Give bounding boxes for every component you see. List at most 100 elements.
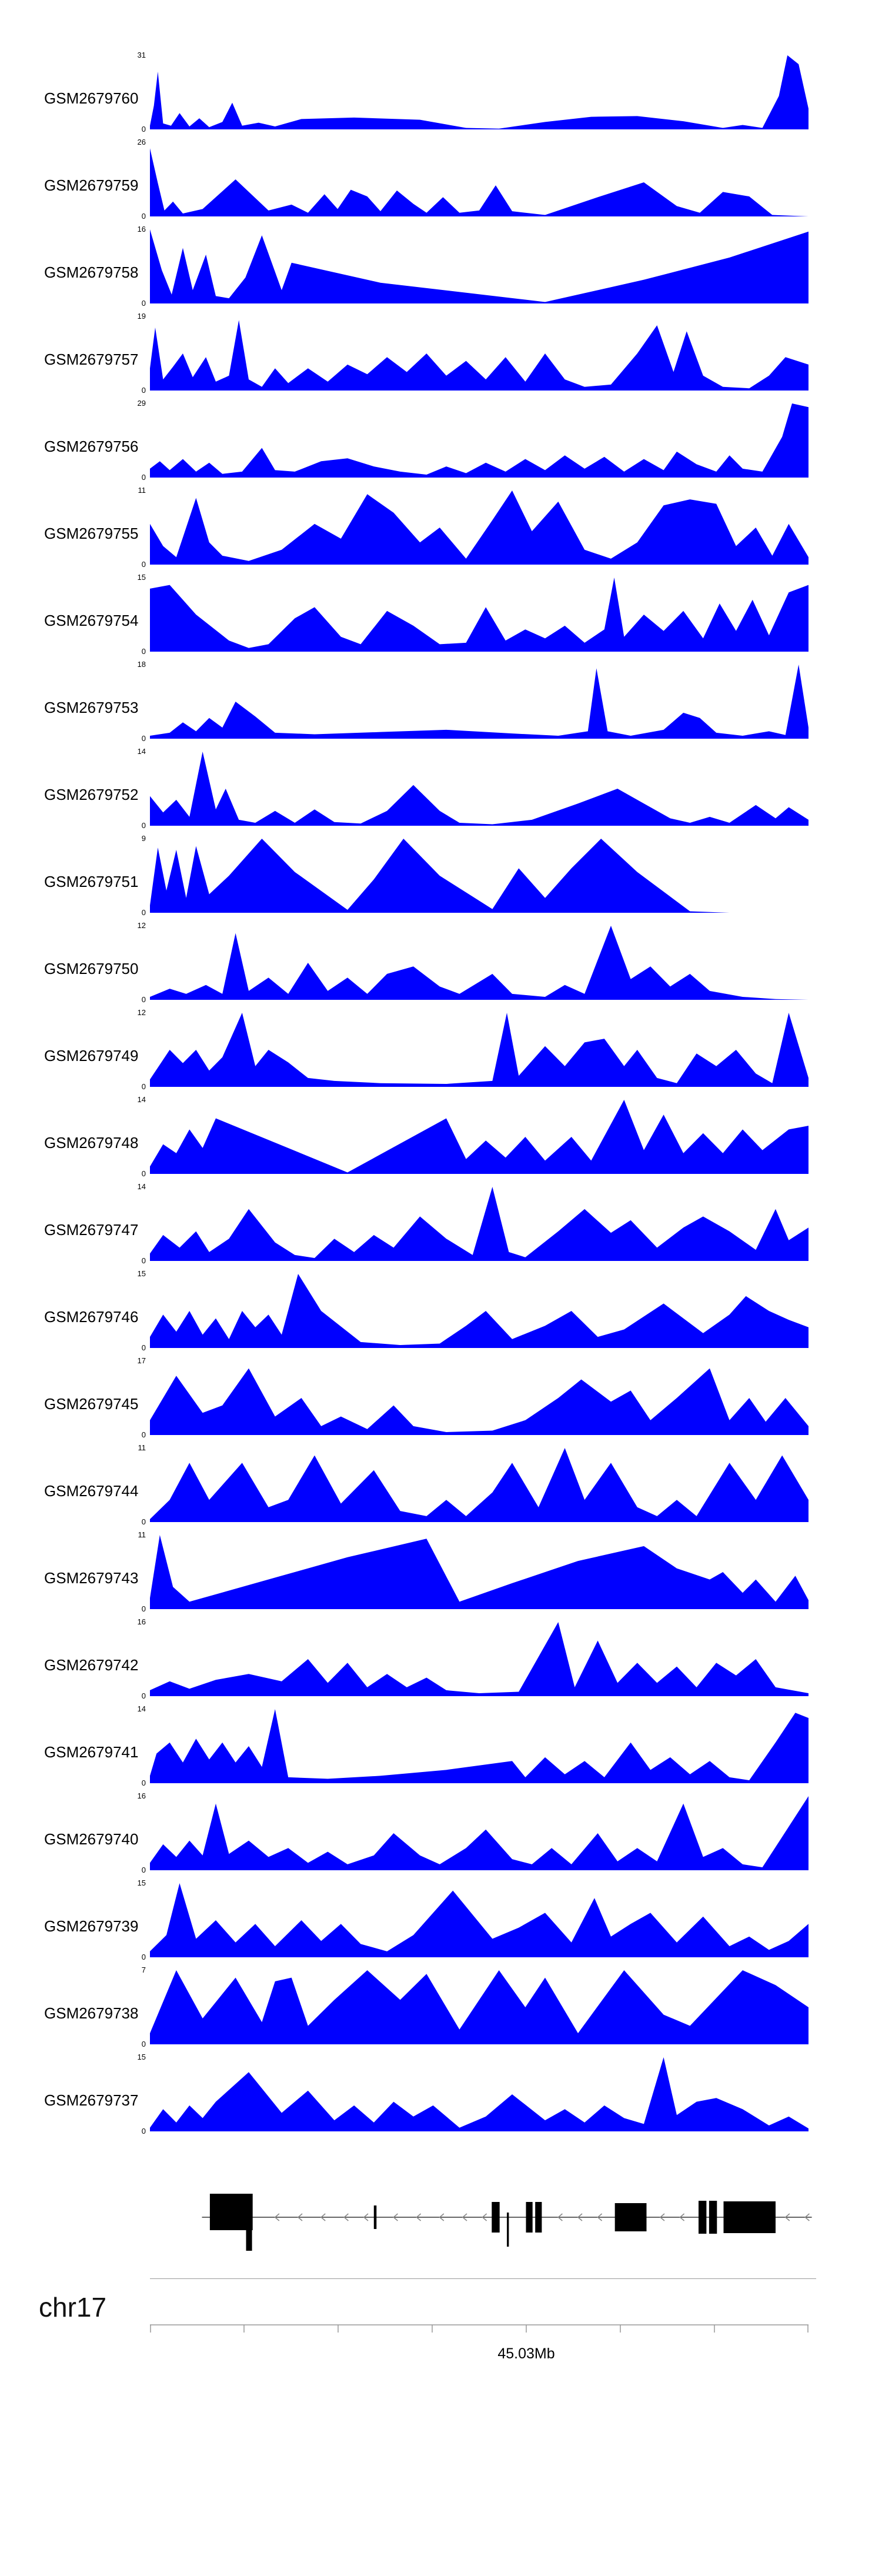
track-row: GSM2679739 15 0 (0, 1879, 882, 1961)
strand-arrow-left-icon (274, 2213, 280, 2221)
track-row: GSM2679753 18 0 (0, 660, 882, 743)
coverage-area-plot (150, 1883, 808, 1957)
gene-model-track (202, 2194, 812, 2251)
exon-block (526, 2202, 533, 2233)
coverage-area-plot (150, 1709, 808, 1783)
track-label: GSM2679753 (44, 699, 139, 716)
coverage-polygon (150, 1448, 808, 1522)
axis-position-label: 45.03Mb (497, 2345, 555, 2362)
coverage-polygon (150, 1622, 808, 1696)
track-row: GSM2679760 31 0 (0, 51, 882, 134)
coverage-area-plot (150, 490, 808, 565)
track-ymax-label: 14 (137, 1704, 146, 1713)
genome-coordinate-axis (150, 2324, 808, 2333)
track-ymin-label: 0 (141, 2127, 146, 2135)
track-ymax-label: 12 (137, 921, 146, 930)
track-ymin-label: 0 (141, 908, 146, 917)
coverage-polygon (150, 148, 808, 216)
coverage-area-plot (150, 1187, 808, 1261)
track-ymax-label: 26 (137, 138, 146, 146)
track-label: GSM2679751 (44, 873, 139, 890)
track-ymin-label: 0 (141, 473, 146, 482)
track-label: GSM2679754 (44, 612, 139, 629)
track-row: GSM2679754 15 0 (0, 573, 882, 656)
strand-arrow-left-icon (577, 2213, 583, 2221)
track-label: GSM2679743 (44, 1569, 139, 1587)
track-row: GSM2679759 26 0 (0, 138, 882, 221)
track-ymax-label: 7 (141, 1966, 146, 1974)
coverage-area-plot (150, 752, 808, 826)
track-label: GSM2679740 (44, 1830, 139, 1848)
track-ymin-label: 0 (141, 299, 146, 308)
coverage-area-plot (150, 926, 808, 1000)
coverage-polygon (150, 320, 808, 391)
track-ymax-label: 17 (137, 1356, 146, 1365)
coverage-polygon (150, 665, 808, 739)
strand-arrow-left-icon (557, 2213, 563, 2221)
coverage-area-plot (150, 1274, 808, 1348)
track-row: GSM2679749 12 0 (0, 1009, 882, 1091)
coverage-area-plot (150, 839, 808, 913)
track-label: GSM2679758 (44, 263, 139, 281)
track-ymax-label: 15 (137, 1269, 146, 1278)
track-row: GSM2679755 11 0 (0, 486, 882, 569)
track-ymin-label: 0 (141, 1082, 146, 1091)
coverage-area-plot (150, 1535, 808, 1609)
coverage-polygon (150, 1883, 808, 1957)
coverage-area-plot (150, 1013, 808, 1087)
track-ymax-label: 11 (138, 1443, 146, 1452)
coverage-area-plot (150, 578, 808, 652)
separator-line (150, 2278, 816, 2279)
exon-block (507, 2213, 509, 2247)
track-ymax-label: 14 (137, 1095, 146, 1104)
track-label: GSM2679744 (44, 1482, 139, 1500)
exon-block (614, 2203, 647, 2231)
coverage-polygon (150, 926, 808, 1000)
coverage-polygon (150, 752, 808, 826)
coverage-polygon (150, 1535, 808, 1609)
track-ymax-label: 15 (137, 2053, 146, 2061)
chromosome-label: chr17 (39, 2292, 107, 2323)
strand-arrow-left-icon (462, 2213, 467, 2221)
coverage-polygon (150, 1013, 808, 1087)
track-row: GSM2679744 11 0 (0, 1444, 882, 1526)
track-label: GSM2679746 (44, 1308, 139, 1326)
track-ymin-label: 0 (141, 1866, 146, 1874)
track-label: GSM2679752 (44, 786, 139, 803)
track-label: GSM2679756 (44, 438, 139, 455)
track-ymax-label: 18 (137, 660, 146, 669)
track-row: GSM2679742 16 0 (0, 1618, 882, 1700)
coverage-area-plot (150, 148, 808, 216)
track-label: GSM2679750 (44, 960, 139, 977)
track-ymax-label: 14 (137, 1182, 146, 1191)
track-row: GSM2679743 11 0 (0, 1531, 882, 1613)
track-row: GSM2679758 16 0 (0, 225, 882, 308)
strand-arrow-left-icon (804, 2213, 810, 2221)
track-ymin-label: 0 (141, 125, 146, 134)
track-label: GSM2679745 (44, 1395, 139, 1413)
track-label: GSM2679748 (44, 1134, 139, 1152)
track-ymax-label: 11 (138, 1530, 146, 1539)
track-label: GSM2679737 (44, 2091, 139, 2109)
track-row: GSM2679756 29 0 (0, 399, 882, 482)
track-ymax-label: 14 (137, 747, 146, 756)
coverage-area-plot (150, 1796, 808, 1870)
track-ymin-label: 0 (141, 734, 146, 743)
track-ymax-label: 15 (137, 1878, 146, 1887)
track-ymin-label: 0 (141, 1953, 146, 1961)
track-ymin-label: 0 (141, 995, 146, 1004)
track-label: GSM2679757 (44, 351, 139, 368)
coverage-area-plot (150, 229, 808, 303)
exon-block (492, 2202, 500, 2233)
coverage-polygon (150, 1970, 808, 2044)
strand-arrow-left-icon (320, 2213, 326, 2221)
coverage-polygon (150, 1796, 808, 1870)
coverage-area-plot (150, 665, 808, 739)
strand-arrow-left-icon (679, 2213, 685, 2221)
track-label: GSM2679738 (44, 2004, 139, 2022)
track-row: GSM2679738 7 0 (0, 1966, 882, 2048)
coverage-area-plot (150, 2057, 808, 2131)
coverage-area-plot (150, 320, 808, 391)
track-row: GSM2679746 15 0 (0, 1270, 882, 1352)
